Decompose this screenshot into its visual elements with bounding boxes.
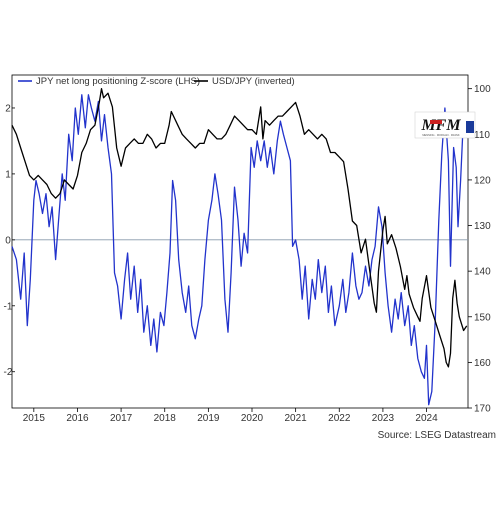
x-tick-label: 2024: [415, 413, 438, 424]
left-y-tick-label: 1: [5, 169, 11, 180]
logo-badge: [466, 121, 474, 133]
right-y-tick-label: 120: [474, 175, 491, 186]
legend-label: JPY net long positioning Z-score (LHS): [36, 76, 200, 87]
right-y-tick-label: 110: [474, 130, 490, 141]
plot-area-border: [11, 74, 469, 409]
source-note: Source: LSEG Datastream: [378, 430, 496, 441]
jpy-zscore-series-line: [11, 94, 465, 406]
x-tick-label: 2015: [23, 413, 46, 424]
x-tick-label: 2022: [328, 413, 351, 424]
usdjpy-series-line: [11, 88, 468, 368]
logo-wordmark: MFM: [420, 117, 461, 134]
x-tick-label: 2016: [66, 413, 89, 424]
right-y-axis-ticks: 100 110 120 130 140 150 160 170: [468, 84, 491, 415]
right-y-tick-label: 150: [474, 312, 491, 323]
left-y-tick-label: -1: [4, 301, 13, 312]
left-y-axis-ticks: 2 1 0 -1 -2: [4, 103, 15, 378]
logo-tagline: MENNING · MORGAN · FRANK: [422, 133, 460, 137]
x-tick-label: 2019: [197, 413, 220, 424]
right-y-tick-label: 130: [474, 221, 491, 232]
right-y-tick-label: 140: [474, 267, 491, 278]
right-y-tick-label: 160: [474, 358, 491, 369]
right-y-tick-label: 100: [474, 84, 491, 95]
x-tick-label: 2023: [372, 413, 395, 424]
logo-accent-bar: [430, 120, 442, 124]
x-tick-label: 2018: [154, 413, 177, 424]
left-y-tick-label: -2: [4, 367, 13, 378]
x-axis-ticks: 2015 2016 2017 2018 2019 2020 2021 2022 2023 2024: [23, 408, 438, 424]
legend-label: USD/JPY (inverted): [212, 76, 295, 87]
plot-frame: [11, 74, 469, 409]
left-y-tick-label: 2: [5, 103, 11, 114]
x-tick-label: 2021: [285, 413, 308, 424]
legend: JPY net long positioning Z-score (LHS) US…: [18, 76, 295, 87]
x-tick-label: 2017: [110, 413, 133, 424]
x-tick-label: 2020: [241, 413, 264, 424]
logo-background: [414, 111, 476, 139]
left-y-tick-label: 0: [5, 235, 11, 246]
right-y-tick-label: 170: [474, 404, 491, 415]
series-lines: [11, 88, 468, 406]
